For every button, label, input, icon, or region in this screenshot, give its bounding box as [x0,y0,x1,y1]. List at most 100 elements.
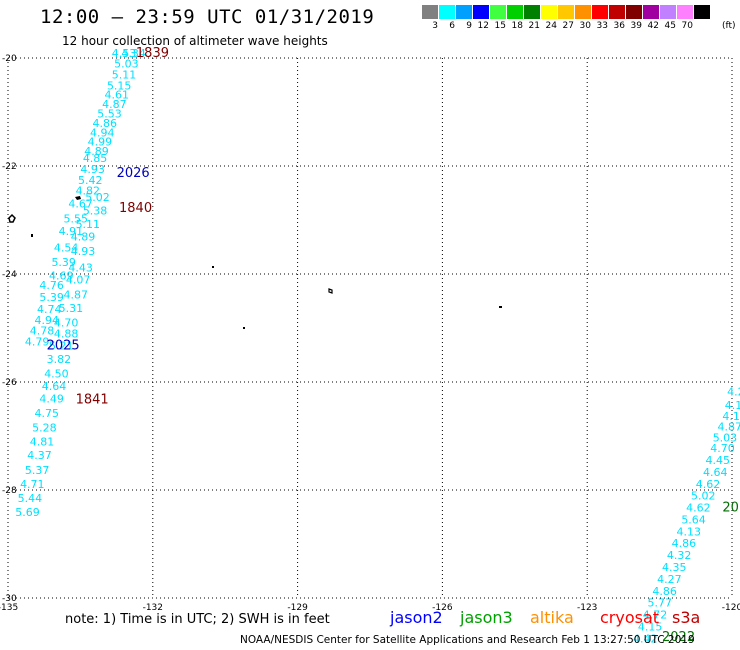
scale-label: 70 [681,21,693,31]
grid-lines [7,57,733,599]
scale-label: 39 [630,21,642,31]
scale-label: 6 [449,21,455,31]
lat-tick-label: -20 [2,54,17,64]
time-labels: 1839 2026 1840 2025 1841 20 2022 [47,46,739,645]
swh-value: 5.21 [49,340,74,353]
swh-value: 5.15 [107,79,131,92]
swh-value: 5.03 [114,58,139,71]
island-outline [499,306,502,308]
color-scale: 3 6 9 12 15 18 21 24 27 30 33 36 39 42 45 70 [421,5,710,31]
island-outline [31,234,33,237]
time-label: 1841 [76,393,109,408]
scale-label [693,21,710,31]
swh-value: 4.87 [64,288,89,301]
scale-swatch [472,5,489,19]
swh-value: 5.64 [681,513,706,526]
time-label: 2025 [47,339,80,354]
swh-value: 4.64 [42,380,67,393]
swh-value: 5.02 [691,490,716,503]
track-west-descending: 4.534.345.035.115.154.614.875.534.864.94… [15,47,146,519]
swh-value: 5.02 [85,191,110,204]
swh-value: 5.44 [18,492,43,505]
lat-tick-label: -28 [2,486,17,496]
page-subtitle: 12 hour collection of altimeter wave hei… [62,34,328,48]
swh-value: 4.94 [90,126,115,139]
scale-label: 21 [528,21,540,31]
swh-value: 4.70 [710,442,735,455]
swh-value: 4.86 [652,585,677,598]
scale-swatch [506,5,523,19]
swh-value: 4.43 [68,261,93,274]
swh-value: 4.64 [703,466,728,479]
time-label: 1839 [136,46,169,61]
swh-value: 4.94 [35,314,60,327]
scale-swatch [659,5,676,19]
swh-value: 5.53 [97,107,122,120]
swh-value: 5.28 [32,422,57,435]
swh-value: 4.49 [39,393,64,406]
lat-tick-label: -24 [2,270,17,280]
swh-value: 4.86 [92,117,117,130]
swh-value: 4.27 [657,573,682,586]
swh-value: 4.35 [662,561,687,574]
swh-value: 4.93 [80,163,105,176]
lon-tick-label: -120 [722,603,740,613]
swh-value: 4.67 [68,198,93,211]
island-outline [243,327,245,329]
swh-value: 4.61 [105,89,129,102]
swh-value: 4.99 [88,135,113,148]
swh-value: 4.62 [686,502,711,515]
swh-value: 4.32 [667,549,692,562]
scale-swatch [421,5,438,19]
swh-value: 5.31 [59,302,84,315]
lon-tick-label: -123 [577,603,597,613]
satellite-legend-item: cryosat [600,608,660,627]
time-label: 2022 [662,630,695,645]
swh-value: 4.23 [727,386,740,399]
swh-value: 4.89 [84,145,109,158]
swh-value: 4.34 [121,47,146,60]
scale-swatch [591,5,608,19]
scale-label: 9 [466,21,472,31]
island-outline [212,266,214,268]
swh-value: 5.11 [76,218,101,231]
satellite-legend-item: jason2 [390,608,443,627]
islands [8,196,502,329]
swh-value: 4.45 [705,454,730,467]
swh-value: 4.75 [35,407,60,420]
scale-label: 15 [494,21,506,31]
swh-value: 4.50 [44,368,68,381]
swh-value: 4.18 [725,399,740,412]
scale-label: 30 [579,21,591,31]
lat-tick-label: -26 [2,378,17,388]
scale-label: 45 [664,21,676,31]
swh-value: 4.87 [718,421,740,434]
swh-value: 5.39 [51,256,76,269]
swh-value: 4.82 [76,185,101,198]
swh-value: 4.42 [633,632,658,645]
swh-value: 5.11 [112,69,137,82]
swh-value: 4.15 [638,620,663,633]
scale-swatch [523,5,540,19]
scale-label: 42 [647,21,659,31]
swh-value: 3.82 [47,353,72,366]
scale-swatch [625,5,642,19]
island-outline [328,288,333,294]
time-label: 2026 [117,166,150,181]
swh-value: 4.89 [71,231,96,244]
scale-swatch [608,5,625,19]
scale-label: 27 [562,21,574,31]
footnote: note: 1) Time is in UTC; 2) SWH is in fe… [65,612,330,627]
swh-value: 4.86 [672,537,697,550]
scale-swatch [455,5,472,19]
swh-value: 4.1 [722,410,740,423]
track-east-ascending: 4.234.184.14.875.034.704.454.644.625.024… [633,386,740,646]
swh-value: 4.71 [20,478,45,491]
scale-label: 3 [432,21,438,31]
scale-swatch [574,5,591,19]
time-label: 1840 [119,201,152,216]
swh-value: 4.70 [54,316,79,329]
swh-value: 4.62 [696,478,721,491]
satellite-legend-item: jason3 [460,608,513,627]
